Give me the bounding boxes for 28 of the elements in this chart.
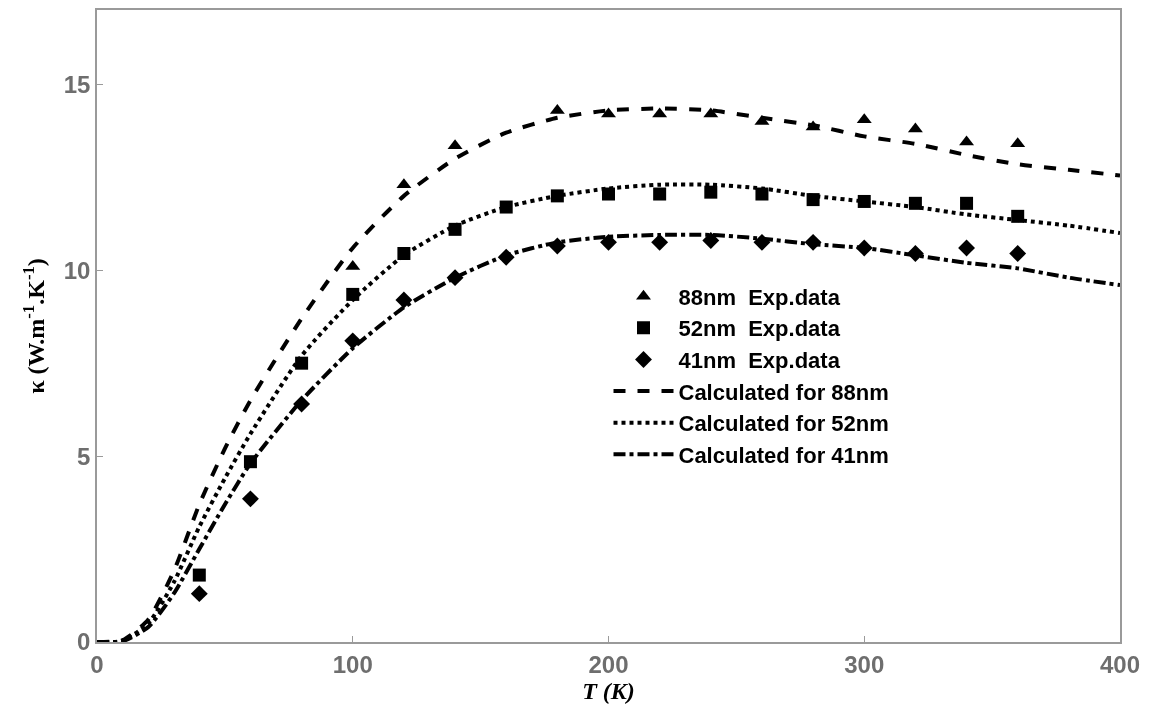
x-tick-label: 200 [588,650,629,678]
point [600,233,617,251]
y-tick-label: 5 [77,442,91,470]
x-tick-label: 300 [844,650,885,678]
legend-label: Calculated for 41nm [678,442,889,468]
legend-label: Calculated for 88nm [678,379,889,405]
legend-label: 88nm Exp.data [678,284,841,310]
legend-label: 41nm Exp.data [678,348,841,374]
legend-label: Calculated for 52nm [678,411,889,437]
point [1009,245,1027,262]
point [242,490,259,508]
point [755,187,769,201]
point [653,187,667,201]
point [702,232,720,249]
y-tick-label: 0 [77,628,91,656]
point [395,291,413,309]
point [704,185,718,199]
y-tick-label: 10 [63,256,91,284]
x-tick-label: 400 [1099,650,1141,678]
point [190,585,208,603]
x-axis-title: T (K) [582,677,635,704]
point [651,233,669,251]
point [958,239,975,257]
x-tick-label: 100 [332,650,373,678]
point [192,568,206,582]
legend-label: 52nm Exp.data [678,316,841,342]
y-tick-label: 15 [63,70,91,98]
point [960,196,974,210]
